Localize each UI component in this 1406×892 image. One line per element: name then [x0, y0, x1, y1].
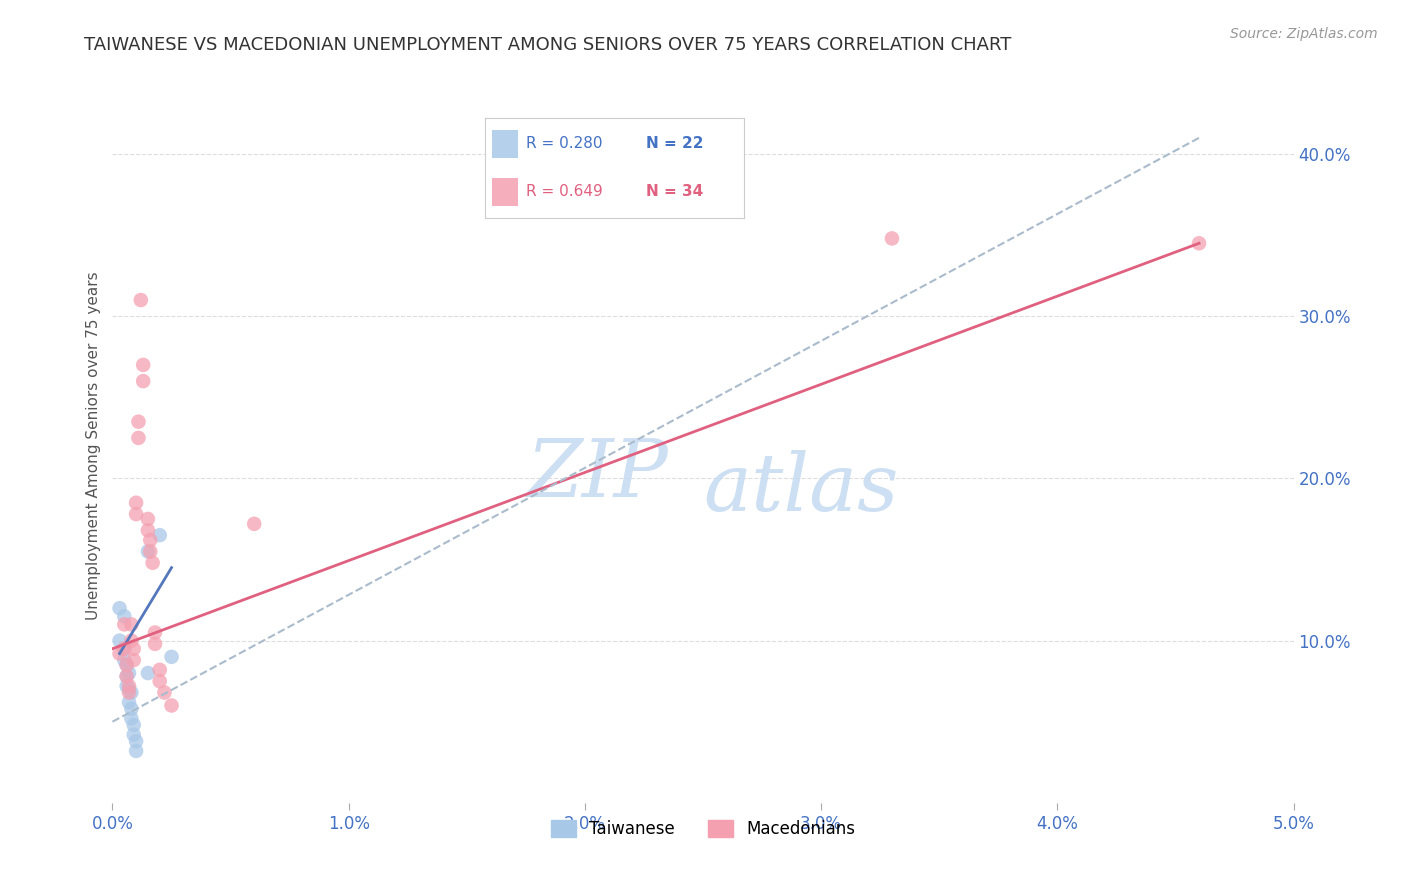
Point [160, 649, 183, 664]
Point [1188, 236, 1211, 251]
Point [127, 431, 149, 445]
Point [108, 601, 131, 615]
Point [139, 533, 162, 547]
Text: TAIWANESE VS MACEDONIAN UNEMPLOYMENT AMONG SENIORS OVER 75 YEARS CORRELATION CHA: TAIWANESE VS MACEDONIAN UNEMPLOYMENT AMO… [84, 36, 1012, 54]
Point [112, 641, 135, 656]
Point [115, 657, 138, 672]
Point [112, 641, 135, 656]
Point [136, 544, 159, 558]
Point [143, 637, 166, 651]
Point [122, 653, 145, 667]
Point [153, 685, 176, 699]
Y-axis label: Unemployment Among Seniors over 75 years: Unemployment Among Seniors over 75 years [86, 272, 101, 620]
Point [118, 679, 141, 693]
Point [118, 695, 141, 709]
Point [880, 231, 903, 245]
Point [112, 653, 135, 667]
Point [118, 685, 141, 699]
Point [115, 669, 138, 683]
Point [129, 293, 152, 307]
Point [136, 512, 159, 526]
Point [122, 641, 145, 656]
Point [139, 544, 162, 558]
Point [243, 516, 266, 531]
Text: atlas: atlas [703, 450, 898, 527]
Point [149, 663, 172, 677]
Point [132, 358, 155, 372]
Point [143, 625, 166, 640]
Point [120, 711, 142, 725]
Point [115, 657, 138, 672]
Point [120, 633, 142, 648]
Point [125, 496, 148, 510]
Point [115, 679, 138, 693]
Point [120, 702, 142, 716]
Point [127, 415, 149, 429]
Point [112, 617, 135, 632]
Point [136, 666, 159, 681]
Point [142, 556, 165, 570]
Point [112, 609, 135, 624]
Point [120, 617, 142, 632]
Point [125, 507, 148, 521]
Point [574, 155, 596, 169]
Point [108, 647, 131, 661]
Point [136, 524, 159, 538]
Point [108, 633, 131, 648]
Point [120, 685, 142, 699]
Text: Source: ZipAtlas.com: Source: ZipAtlas.com [1230, 27, 1378, 41]
Point [160, 698, 183, 713]
Legend: Taiwanese, Macedonians: Taiwanese, Macedonians [544, 813, 862, 845]
Text: ZIP: ZIP [526, 436, 668, 513]
Point [122, 728, 145, 742]
Point [149, 674, 172, 689]
Point [118, 666, 141, 681]
Point [118, 682, 141, 697]
Point [122, 718, 145, 732]
Point [125, 744, 148, 758]
Point [132, 374, 155, 388]
Point [149, 528, 172, 542]
Point [115, 669, 138, 683]
Point [125, 734, 148, 748]
